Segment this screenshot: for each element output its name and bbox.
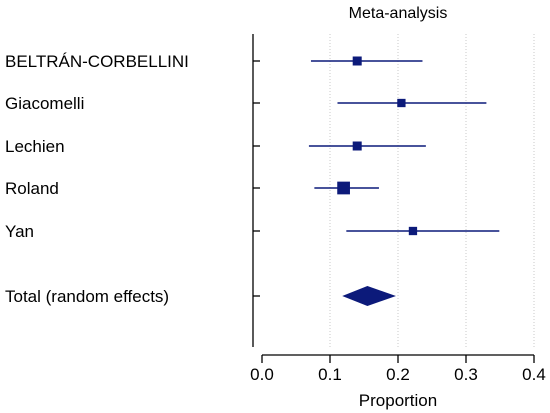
study-label: Yan — [5, 222, 34, 241]
study-label: BELTRÁN-CORBELLINI — [5, 52, 189, 71]
grid-lines — [329, 34, 535, 347]
study-label: Giacomelli — [5, 94, 84, 113]
study-rows: BELTRÁN-CORBELLINI Giacomelli Lechien Rolan… — [5, 52, 500, 306]
plot-title: Meta-analysis — [349, 5, 448, 22]
x-tick-label: 0.1 — [318, 365, 342, 384]
x-tick-label: 0.0 — [250, 365, 274, 384]
total-label: Total (random effects) — [5, 287, 169, 306]
point-estimate-marker — [397, 98, 406, 108]
point-estimate-marker — [408, 226, 418, 236]
x-axis-ticks: 0.0 0.1 0.2 0.3 0.4 — [250, 355, 546, 384]
study-label: Lechien — [5, 137, 65, 156]
x-axis-title: Proportion — [359, 391, 437, 410]
point-estimate-marker — [352, 56, 362, 66]
pooled-estimate-diamond — [342, 286, 396, 306]
point-estimate-marker — [352, 141, 362, 151]
study-label: Roland — [5, 179, 59, 198]
point-estimate-marker — [337, 181, 350, 195]
x-tick-label: 0.2 — [386, 365, 410, 384]
x-tick-label: 0.3 — [454, 365, 478, 384]
x-tick-label: 0.4 — [522, 365, 546, 384]
axes — [252, 34, 534, 356]
